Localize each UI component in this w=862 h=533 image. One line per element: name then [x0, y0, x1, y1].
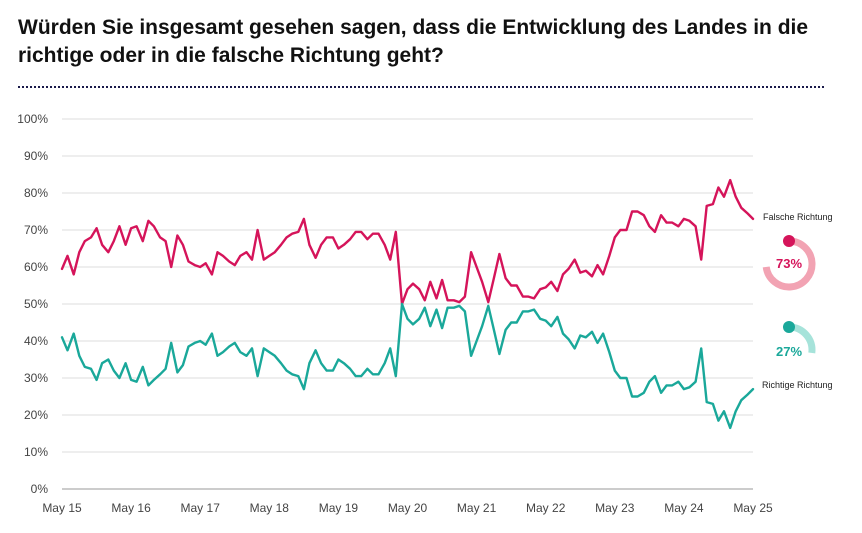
legend-falsche: Falsche Richtung 73% — [762, 212, 833, 291]
series-label-richtige-richtung: Richtige Richtung — [762, 380, 833, 390]
x-axis-ticks: May 15 May 16 May 17 May 18 May 19 May 20 May … — [42, 501, 773, 515]
series-label-falsche-richtung: Falsche Richtung — [763, 212, 833, 222]
y-tick-label: 20% — [24, 408, 48, 422]
series-line-richtige-richtung — [60, 302, 755, 430]
x-tick-label: May 20 — [388, 501, 428, 515]
y-tick-label: 0% — [31, 482, 49, 496]
x-tick-label: May 16 — [111, 501, 151, 515]
x-tick-label: May 22 — [526, 501, 566, 515]
y-tick-label: 100% — [17, 112, 48, 126]
donut-dot-richtige — [783, 321, 795, 333]
donut-arc-falsche — [762, 237, 816, 291]
x-tick-label: May 19 — [319, 501, 359, 515]
y-tick-label: 90% — [24, 149, 48, 163]
x-tick-label: May 25 — [733, 501, 773, 515]
y-tick-label: 70% — [24, 223, 48, 237]
x-tick-label: May 18 — [250, 501, 290, 515]
donut-percent-falsche: 73% — [776, 256, 802, 271]
x-tick-label: May 17 — [181, 501, 221, 515]
y-tick-label: 60% — [24, 260, 48, 274]
donut-percent-richtige: 27% — [776, 344, 802, 359]
x-tick-label: May 24 — [664, 501, 704, 515]
title-divider — [18, 86, 824, 88]
y-tick-label: 50% — [24, 297, 48, 311]
y-tick-label: 40% — [24, 334, 48, 348]
x-tick-label: May 21 — [457, 501, 497, 515]
series-lines — [60, 178, 755, 430]
x-tick-label: May 15 — [42, 501, 82, 515]
donut-dot-falsche — [783, 235, 795, 247]
x-tick-label: May 23 — [595, 501, 635, 515]
legend-richtige: 27% Richtige Richtung — [762, 321, 833, 390]
series-line-falsche-richtung — [60, 178, 755, 306]
y-tick-label: 30% — [24, 371, 48, 385]
y-tick-label: 80% — [24, 186, 48, 200]
y-tick-label: 10% — [24, 445, 48, 459]
y-axis-ticks: 0% 10% 20% 30% 40% 50% 60% 70% 80% 90% 100% — [17, 112, 48, 496]
chart-title: Würden Sie insgesamt gesehen sagen, dass… — [18, 16, 809, 67]
grid-lines — [62, 118, 753, 490]
